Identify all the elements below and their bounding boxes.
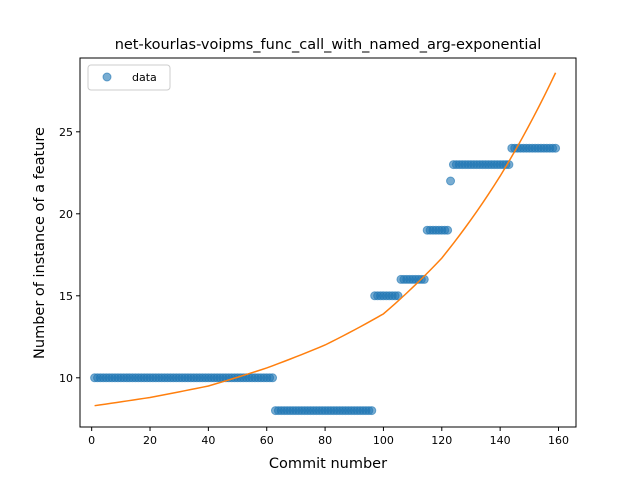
- x-tick-label: 20: [143, 434, 157, 447]
- axes-frame: [79, 57, 577, 428]
- x-tick-label: 140: [490, 434, 511, 447]
- x-axis-label: Commit number: [269, 456, 387, 472]
- x-tick-label: 120: [431, 434, 452, 447]
- y-axis-label: Number of instance of a feature: [32, 127, 48, 359]
- data-point: [367, 406, 377, 416]
- plot-area: 0 20 40 60 80 100 120 140 160 10 15 20 25 data: [59, 57, 577, 447]
- data-point: [446, 176, 456, 186]
- data-point: [551, 143, 561, 153]
- x-tick-label: 160: [548, 434, 569, 447]
- chart-title: net-kourlas-voipms_func_call_with_named_…: [115, 37, 542, 53]
- legend-box: [87, 64, 171, 91]
- y-tick-label: 20: [59, 208, 73, 221]
- legend-label: data: [132, 71, 157, 84]
- data-point: [268, 373, 278, 383]
- x-tick-label: 100: [373, 434, 394, 447]
- x-tick-label: 60: [260, 434, 274, 447]
- x-tick-label: 40: [201, 434, 215, 447]
- y-tick-label: 25: [59, 126, 73, 139]
- fit-curve: [94, 72, 557, 407]
- y-tick-label: 15: [59, 290, 73, 303]
- data-point: [443, 225, 453, 235]
- data-point: [393, 291, 403, 301]
- x-tick-label: 80: [318, 434, 332, 447]
- y-tick-label: 10: [59, 372, 73, 385]
- legend-marker: [102, 72, 112, 82]
- x-tick-label: 0: [88, 434, 95, 447]
